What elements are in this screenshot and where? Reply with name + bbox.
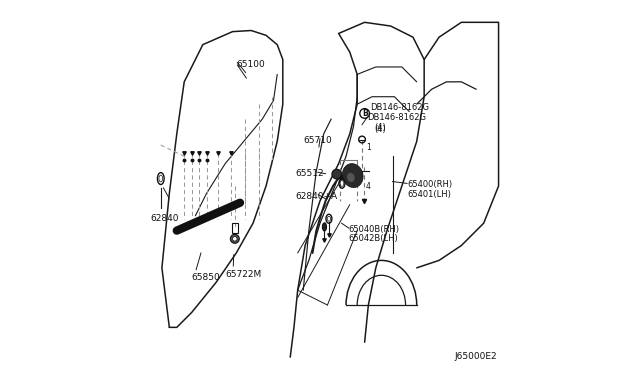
Text: 1: 1 [365, 143, 371, 152]
Text: (4): (4) [374, 123, 386, 132]
Text: 65401(LH): 65401(LH) [408, 190, 451, 199]
Text: J65000E2: J65000E2 [454, 352, 497, 360]
Text: 65850: 65850 [191, 273, 220, 282]
Text: DB146-8162G: DB146-8162G [367, 113, 427, 122]
Text: 65100: 65100 [236, 60, 265, 68]
Text: 65400(RH): 65400(RH) [408, 180, 452, 189]
Ellipse shape [342, 164, 363, 187]
Text: 65040B(RH): 65040B(RH) [348, 225, 399, 234]
Text: 65710: 65710 [303, 136, 332, 145]
Text: DB146-8162G: DB146-8162G [371, 103, 429, 112]
Circle shape [232, 237, 237, 241]
Text: 62840+A: 62840+A [296, 192, 338, 201]
Text: B: B [362, 109, 367, 118]
Text: 65722M: 65722M [225, 270, 261, 279]
Ellipse shape [323, 223, 326, 231]
Text: 65512: 65512 [296, 169, 324, 178]
Text: 62840: 62840 [150, 214, 179, 223]
Ellipse shape [347, 173, 355, 182]
Text: 4: 4 [365, 182, 371, 190]
Circle shape [230, 234, 239, 243]
Text: 65042B(LH): 65042B(LH) [348, 234, 397, 243]
Circle shape [332, 169, 342, 179]
Text: (4): (4) [374, 125, 387, 134]
